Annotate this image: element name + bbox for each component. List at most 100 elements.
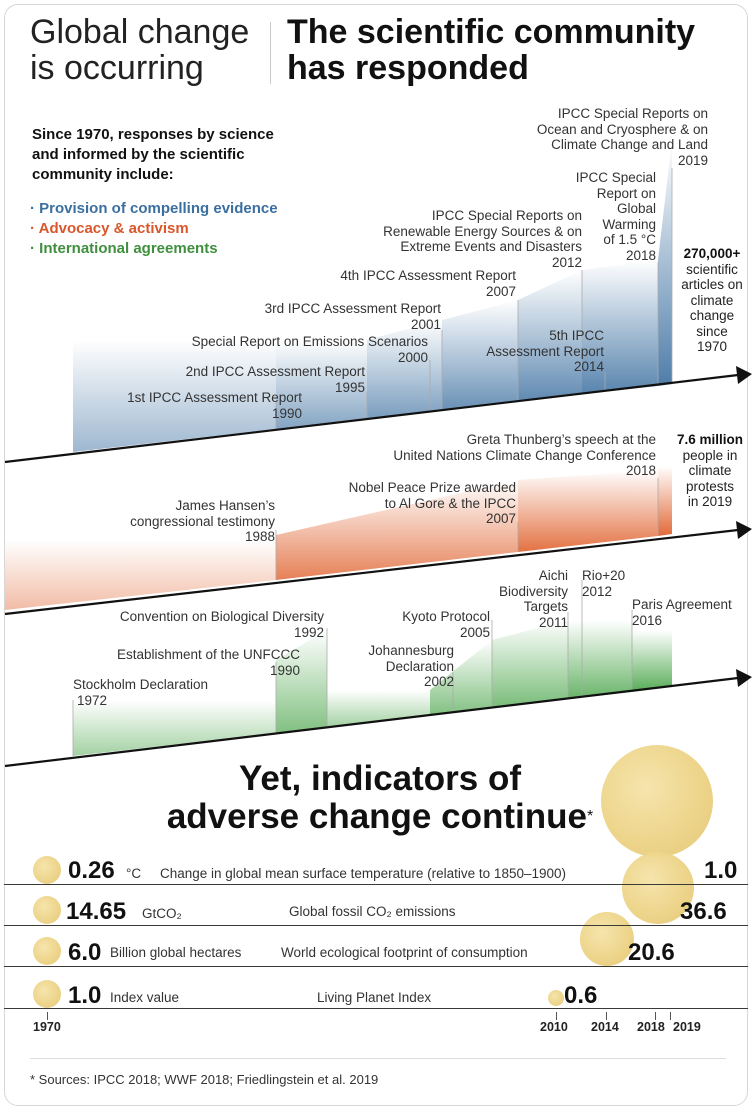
event-title: IPCC Special Reports on [431,208,582,223]
stat-text: scientific [686,261,738,277]
agreement-event: Aichi Biodiversity Targets 2011 [488,568,568,630]
science-event: Special Report on Emissions Scenarios 200… [170,334,428,365]
year-tick [655,1012,656,1020]
event-title: Stockholm Declaration [73,677,209,692]
intro-line: Since 1970, responses by science [32,126,274,143]
event-year: 2001 [410,316,441,332]
event-title: Establishment of the UNFCCC [116,647,300,662]
co2-end-value: 36.6 [680,898,727,925]
year-label-1970: 1970 [33,1020,61,1034]
event-title: IPCC Special [575,170,656,185]
advocacy-arrow-line [4,528,739,616]
event-title: Targets [523,599,568,614]
event-title: Convention on Biological Diversity [119,609,324,624]
event-title: congressional testimony [130,513,275,529]
row-divider [4,925,748,926]
event-title: Kyoto Protocol [402,609,490,624]
event-year: 2018 [625,463,656,478]
agreement-event: Convention on Biological Diversity 1992 [100,609,324,640]
year-label-2018: 2018 [637,1020,665,1034]
header-divider [270,22,271,84]
science-arrow-line [4,373,739,464]
agreement-event: Johannesburg Declaration 2002 [350,643,454,690]
bubble-footprint-2014 [580,912,634,966]
footprint-end-value: 20.6 [628,939,675,966]
year-label-2019: 2019 [673,1020,701,1034]
footprint-unit: Billion global hectares [110,945,242,960]
event-title: Extreme Events and Disasters [400,239,582,254]
event-year: 1992 [293,624,324,640]
event-year: 1995 [334,379,365,395]
event-title: James Hansen’s [175,498,275,513]
heading-line: adverse change continue [166,797,587,836]
event-title: to Al Gore & the IPCC [384,495,516,511]
event-title: 2nd IPCC Assessment Report [185,364,365,379]
bubble-temperature-2019 [601,745,713,857]
event-title: Special Report on Emissions Scenarios [191,334,428,349]
header-left-line2: is occurring [30,49,204,87]
co2-unit: GtCO₂ [142,906,182,921]
agreement-event: Establishment of the UNFCCC 1990 [100,647,300,678]
event-year: 2012 [582,583,613,599]
lpi-unit: Index value [110,990,180,1005]
science-event: 1st IPCC Assessment Report 1990 [110,390,302,421]
page-frame [4,4,748,1106]
stat-text: climate [690,292,734,308]
temperature-unit: °C [126,866,142,881]
event-title: 1st IPCC Assessment Report [127,390,302,405]
lpi-start-value: 1.0 [68,982,102,1009]
event-title: 3rd IPCC Assessment Report [264,301,441,316]
event-title: of 1.5 °C [603,232,656,247]
lpi-end-value: 0.6 [564,982,598,1009]
agreement-event: Rio+20 2012 [582,568,625,599]
event-year: 2011 [538,614,568,630]
advocacy-band [5,466,672,610]
science-event: 2nd IPCC Assessment Report 1995 [165,364,365,395]
lpi-label: Living Planet Index [317,990,432,1005]
event-title: Johannesburg [368,643,454,658]
stat-text: protests [685,478,735,494]
event-title: Assessment Report [486,343,604,359]
advocacy-arrow-head [736,521,752,539]
event-title: Rio+20 [582,568,626,583]
footnote-marker: * [586,808,594,825]
event-title: United Nations Climate Change Conference [393,447,656,463]
bubble-temperature-1970 [33,856,61,884]
event-year: 2019 [677,152,708,168]
year-label-2014: 2014 [591,1020,619,1034]
bubble-co2-1970 [33,896,61,924]
row-divider [4,1008,748,1009]
event-title: 5th IPCC [549,328,604,343]
science-event: 3rd IPCC Assessment Report 2001 [245,301,441,332]
event-year: 1988 [244,529,275,544]
co2-start-value: 14.65 [66,898,127,925]
agreements-arrow-line [4,676,739,768]
event-year: 2007 [485,283,516,299]
event-year: 1990 [269,662,300,678]
year-tick [47,1012,48,1020]
science-event: IPCC Special Report on Global Warming of 1.5… [560,170,656,263]
agreements-band [72,580,672,756]
event-title: Ocean and Cryosphere & on [536,121,708,137]
stat-text: articles on [681,277,743,292]
stat-text: in 2019 [687,494,733,509]
advocacy-event: Nobel Peace Prize awarded to Al Gore & th… [330,480,516,527]
event-title: Report on [596,185,656,201]
agreement-event: Paris Agreement 2016 [632,597,732,628]
event-title: Global [616,201,656,216]
event-year: 1972 [77,692,108,708]
science-band [73,140,673,452]
bubble-footprint-1970 [33,937,61,965]
bubble-lpi-1970 [33,980,61,1008]
year-tick [556,1012,557,1020]
intro-line: community include: [32,166,174,183]
event-year: 2014 [573,359,604,374]
event-year: 1990 [271,405,302,421]
co2-label: Global fossil CO₂ emissions [289,904,456,919]
science-arrow-head [736,366,752,384]
intro-text: Since 1970, responses by science and inf… [32,125,322,185]
event-year: 2000 [397,349,428,365]
bullet-agreements: · International agreements [30,240,218,257]
temperature-end-value: 1.0 [704,857,738,884]
